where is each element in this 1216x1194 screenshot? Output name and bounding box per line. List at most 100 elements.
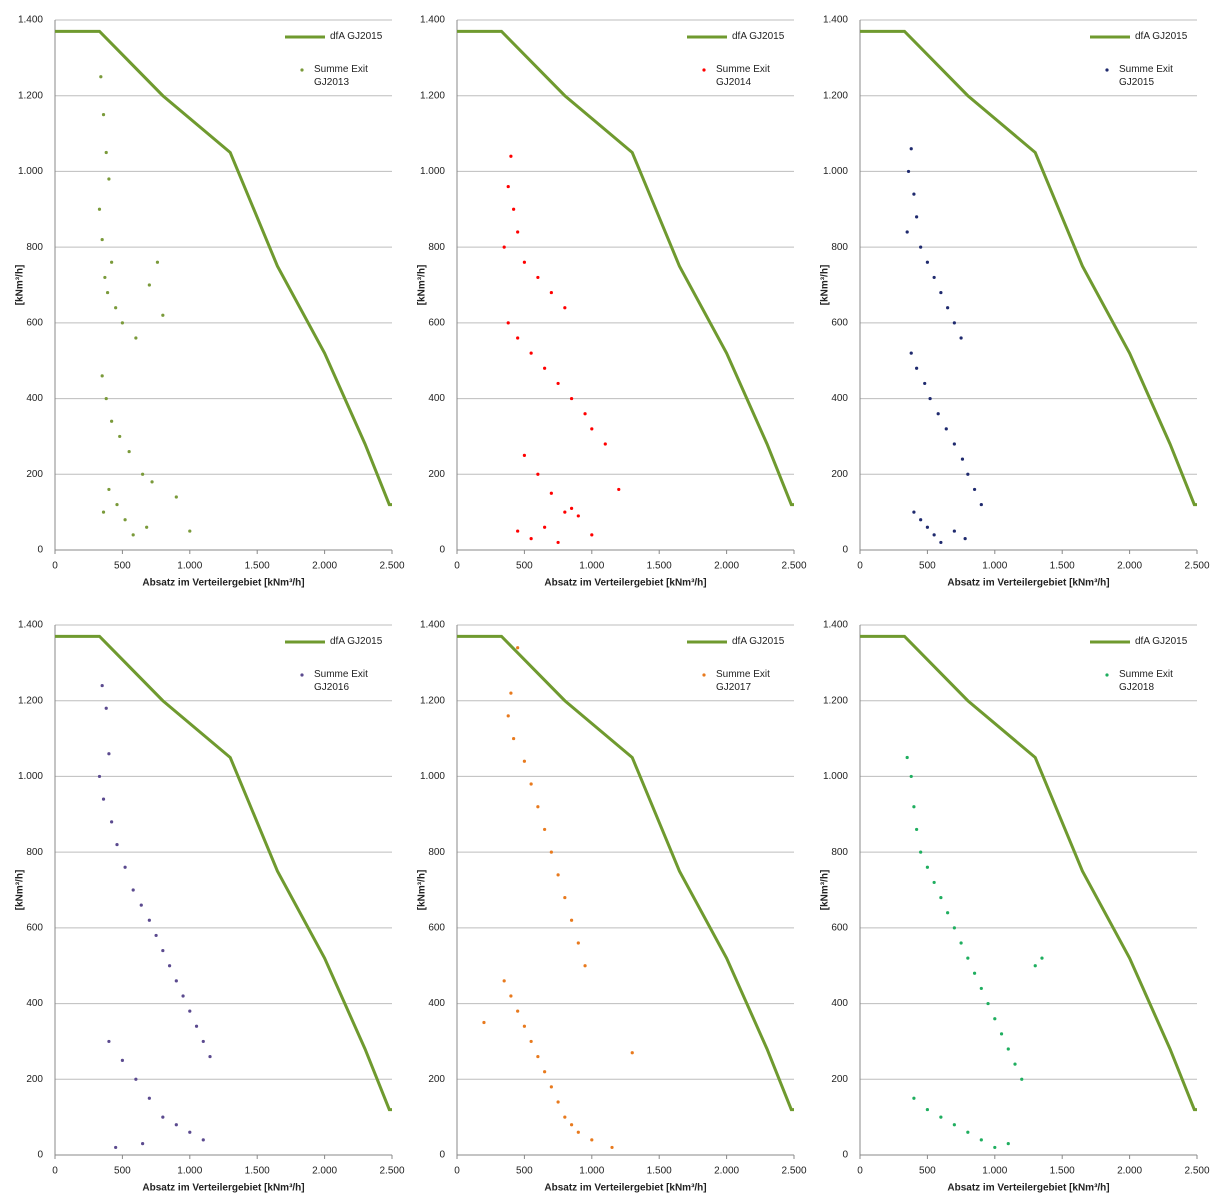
scatter-point bbox=[919, 518, 923, 522]
y-tick-label: 800 bbox=[26, 847, 43, 858]
scatter-point bbox=[155, 260, 160, 264]
scatter-point bbox=[925, 260, 929, 264]
scatter-point bbox=[563, 1115, 567, 1119]
legend-entry: dfA GJ2015 bbox=[1135, 31, 1187, 42]
x-tick-label: 2.000 bbox=[312, 561, 337, 572]
legend-entry: dfA GJ2015 bbox=[1135, 636, 1187, 647]
scatter-point bbox=[509, 691, 513, 695]
scatter-point bbox=[576, 514, 580, 518]
x-axis-label: Absatz im Verteilergebiet [kNm³/h] bbox=[142, 1183, 304, 1194]
scatter-point bbox=[131, 533, 135, 537]
scatter-point bbox=[944, 427, 948, 431]
y-tick-label: 400 bbox=[428, 393, 445, 404]
scatter-point bbox=[127, 449, 131, 454]
scatter-point bbox=[556, 1100, 560, 1104]
legend-label: Summe Exit GJ2014 bbox=[716, 64, 770, 88]
x-tick-label: 500 bbox=[516, 1166, 533, 1177]
scatter-point bbox=[131, 888, 135, 892]
y-axis-label: [kNm³/h] bbox=[15, 265, 26, 306]
x-tick-label: 0 bbox=[52, 561, 58, 572]
legend-entry: dfA GJ2015 bbox=[732, 31, 784, 42]
scatter-point bbox=[966, 956, 970, 960]
scatter-point bbox=[100, 374, 104, 378]
scatter-point bbox=[120, 321, 124, 325]
scatter-point bbox=[141, 1142, 145, 1146]
y-axis-label: [kNm³/h] bbox=[820, 265, 831, 306]
scatter-point bbox=[1006, 1047, 1010, 1051]
scatter-point bbox=[110, 820, 114, 824]
scatter-point bbox=[979, 1138, 983, 1142]
chart-panel: 0 200 400 600 800 1.000 1.200 1.400 0 500 1.000 1.5… bbox=[15, 15, 405, 589]
x-axis-label: Absatz im Verteilergebiet [kNm³/h] bbox=[947, 578, 1109, 589]
y-tick-label: 200 bbox=[831, 469, 848, 480]
legend-label: Summe Exit GJ2018 bbox=[1119, 669, 1173, 693]
scatter-point bbox=[512, 207, 516, 211]
scatter-point bbox=[952, 926, 956, 930]
scatter-point bbox=[99, 75, 103, 79]
scatter-point bbox=[188, 1130, 192, 1134]
scatter-point bbox=[972, 487, 977, 492]
y-axis-label: [kNm³/h] bbox=[417, 870, 428, 911]
x-tick-label: 0 bbox=[52, 1166, 58, 1177]
scatter-point bbox=[115, 502, 119, 507]
scatter-point bbox=[107, 487, 111, 492]
scatter-point bbox=[482, 1020, 486, 1025]
scatter-point bbox=[966, 472, 970, 476]
scatter-point bbox=[556, 540, 560, 545]
legend-label: Summe Exit GJ2013 bbox=[314, 64, 368, 88]
x-tick-label: 1.000 bbox=[177, 1166, 202, 1177]
x-tick-label: 0 bbox=[454, 1166, 460, 1177]
y-tick-label: 1.000 bbox=[18, 771, 43, 782]
scatter-point bbox=[925, 1107, 929, 1112]
y-tick-label: 400 bbox=[428, 998, 445, 1009]
x-tick-label: 2.500 bbox=[781, 561, 806, 572]
scatter-point bbox=[569, 506, 574, 510]
scatter-point bbox=[502, 979, 506, 983]
scatter-point bbox=[549, 1085, 553, 1089]
scatter-point bbox=[188, 1009, 192, 1013]
scatter-point bbox=[543, 525, 547, 529]
scatter-point bbox=[181, 994, 185, 998]
scatter-point bbox=[104, 396, 108, 401]
scatter-point bbox=[936, 412, 940, 416]
scatter-point bbox=[569, 918, 574, 922]
x-axis-label: Absatz im Verteilergebiet [kNm³/h] bbox=[544, 1183, 706, 1194]
scatter-point bbox=[120, 1058, 124, 1062]
y-tick-label: 0 bbox=[37, 1150, 43, 1161]
line-series bbox=[457, 634, 794, 1112]
y-tick-label: 200 bbox=[26, 1074, 43, 1085]
legend-label: Summe Exit GJ2017 bbox=[716, 669, 770, 693]
y-tick-label: 0 bbox=[439, 1150, 445, 1161]
scatter-point bbox=[915, 827, 919, 832]
scatter-point bbox=[516, 1009, 520, 1013]
y-tick-label: 0 bbox=[842, 1150, 848, 1161]
x-axis-label: Absatz im Verteilergebiet [kNm³/h] bbox=[142, 578, 304, 589]
scatter-point bbox=[101, 797, 106, 801]
scatter-point bbox=[925, 865, 929, 869]
scatter-point bbox=[194, 1024, 199, 1028]
y-tick-label: 200 bbox=[26, 469, 43, 480]
scatter-point bbox=[909, 351, 913, 355]
y-tick-label: 200 bbox=[428, 469, 445, 480]
y-tick-label: 600 bbox=[428, 317, 445, 328]
x-tick-label: 500 bbox=[114, 1166, 131, 1177]
scatter-point bbox=[516, 646, 520, 650]
scatter-point bbox=[103, 275, 107, 280]
scatter-point bbox=[167, 964, 172, 968]
scatter-point bbox=[986, 1001, 990, 1006]
y-tick-label: 1.400 bbox=[823, 15, 848, 26]
legend-swatch bbox=[702, 673, 706, 677]
y-tick-label: 0 bbox=[842, 545, 848, 556]
legend-entry: Summe Exit GJ2014 bbox=[716, 64, 770, 88]
x-axis-label: Absatz im Verteilergebiet [kNm³/h] bbox=[947, 1183, 1109, 1194]
scatter-point bbox=[617, 487, 621, 492]
scatter-point bbox=[952, 1123, 956, 1127]
y-tick-label: 1.200 bbox=[823, 695, 848, 706]
scatter-point bbox=[134, 336, 138, 340]
y-tick-label: 1.200 bbox=[420, 90, 445, 101]
scatter-point bbox=[1033, 964, 1037, 968]
scatter-point bbox=[506, 321, 510, 325]
x-tick-label: 1.000 bbox=[982, 1166, 1007, 1177]
y-tick-label: 600 bbox=[831, 317, 848, 328]
x-tick-label: 2.000 bbox=[312, 1166, 337, 1177]
